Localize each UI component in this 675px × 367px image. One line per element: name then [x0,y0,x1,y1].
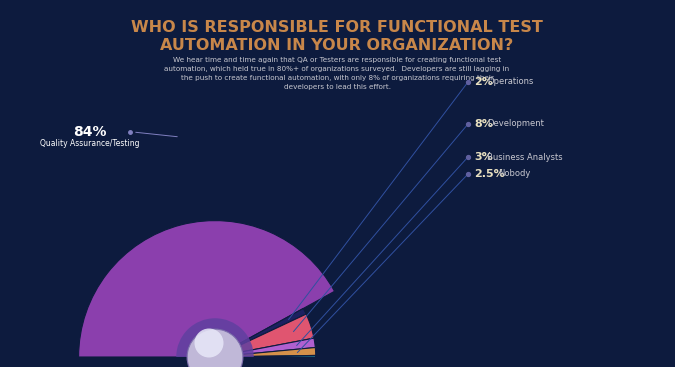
Text: Development: Development [487,120,544,128]
Text: 2.5%: 2.5% [474,169,505,179]
Text: WHO IS RESPONSIBLE FOR FUNCTIONAL TEST: WHO IS RESPONSIBLE FOR FUNCTIONAL TEST [131,20,543,35]
Wedge shape [78,221,335,357]
Text: Quality Assurance/Testing: Quality Assurance/Testing [40,139,140,149]
Circle shape [187,329,243,367]
Text: AUTOMATION IN YOUR ORGANIZATION?: AUTOMATION IN YOUR ORGANIZATION? [161,38,514,53]
Text: 8%: 8% [474,119,493,129]
Text: 84%: 84% [74,125,107,139]
Text: We hear time and time again that QA or Testers are responsible for creating func: We hear time and time again that QA or T… [165,57,510,90]
Text: 3%: 3% [474,152,493,162]
Wedge shape [243,348,316,357]
Circle shape [194,328,223,357]
Wedge shape [176,318,254,357]
Wedge shape [243,355,316,357]
Text: Operations: Operations [487,77,533,87]
Text: Business Analysts: Business Analysts [487,153,563,161]
Text: 2%: 2% [474,77,493,87]
Wedge shape [242,338,315,355]
Text: Nobody: Nobody [498,170,531,178]
Wedge shape [240,308,306,345]
Wedge shape [240,314,314,352]
